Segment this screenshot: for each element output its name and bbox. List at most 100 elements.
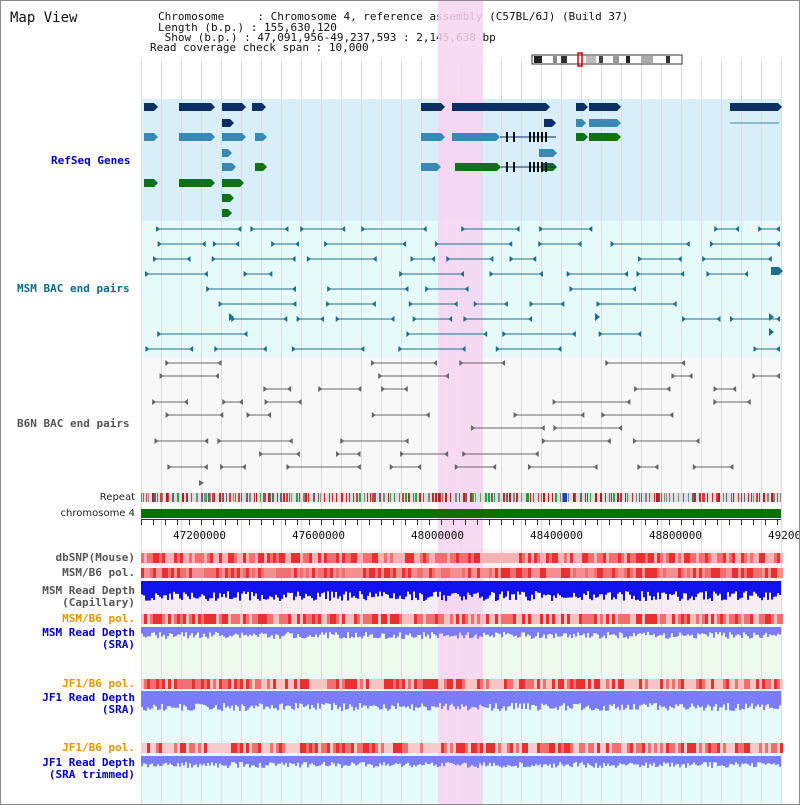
msm-sra-depth-bar xyxy=(427,627,429,635)
msm-sra-depth-bar xyxy=(707,627,709,637)
repeat-element xyxy=(383,493,385,502)
jf1-b6-pol-heat-cell xyxy=(498,679,501,689)
repeat-element xyxy=(548,493,549,502)
dbsnp-heat-cell xyxy=(390,553,393,563)
jf1-b6-pol-heat-cell xyxy=(405,743,408,753)
jf1-trimmed-depth-bar xyxy=(473,756,475,767)
msm-bac-pair-end xyxy=(291,286,296,292)
msm-capillary-depth-bar xyxy=(597,581,599,598)
msm-sra-depth-bar xyxy=(177,627,179,635)
jf1-b6-pol-heat-cell xyxy=(762,679,765,689)
dbsnp-heat-cell xyxy=(624,553,627,563)
msm-b6-pol-heat-cell xyxy=(576,614,579,624)
msm-sra-depth-bar xyxy=(147,627,149,637)
jf1-sra-depth-bar xyxy=(217,691,219,710)
dbsnp-heat-cell xyxy=(693,553,696,563)
msm-b6-pol-heat-cell xyxy=(324,568,327,578)
msm-capillary-depth-bar xyxy=(399,581,401,596)
msm-b6-pol-heat-cell xyxy=(507,614,510,624)
jf1-b6-pol-heat-cell xyxy=(456,743,459,753)
track-label-jf1-read-depth-sra[interactable]: JF1 Read Depth (SRA) xyxy=(42,692,135,716)
jf1-trimmed-depth-bar xyxy=(629,756,631,763)
track-label-jf1-b6-pol-2[interactable]: JF1/B6 pol. xyxy=(62,741,135,754)
msm-sra-depth-bar xyxy=(649,627,651,636)
jf1-b6-pol-heat-cell xyxy=(390,743,393,753)
track-label-msm-b6-pol-1[interactable]: MSM/B6 pol. xyxy=(62,566,135,579)
repeat-element xyxy=(702,493,704,502)
msm-capillary-depth-bar xyxy=(519,581,521,595)
jf1-sra-depth-bar xyxy=(621,691,623,705)
track-label-jf1-read-depth-trimmed[interactable]: JF1 Read Depth (SRA trimmed) xyxy=(42,757,135,781)
jf1-sra-depth-bar xyxy=(601,691,603,711)
msm-capillary-depth-bar xyxy=(607,581,609,593)
repeat-element xyxy=(609,493,610,502)
jf1-trimmed-depth-bar xyxy=(205,756,207,767)
msm-bac-pair-end xyxy=(776,346,780,352)
jf1-trimmed-depth-bar xyxy=(399,756,401,764)
jf1-b6-pol-heat-cell xyxy=(486,679,489,689)
msm-capillary-depth-bar xyxy=(259,581,261,601)
dbsnp-heat-cell xyxy=(141,553,144,563)
track-label-msm-read-depth-sra[interactable]: MSM Read Depth (SRA) xyxy=(42,627,135,651)
msm-sra-depth-bar xyxy=(737,627,739,635)
msm-b6-pol-heat-cell xyxy=(300,614,303,624)
msm-capillary-depth-bar xyxy=(627,581,629,592)
msm-bac-pair-end xyxy=(539,226,544,232)
track-label-msm-b6-pol-2[interactable]: MSM/B6 pol. xyxy=(62,612,135,625)
msm-b6-pol-heat-cell xyxy=(720,568,723,578)
track-label-b6n-bac-end-pairs[interactable]: B6N BAC end pairs xyxy=(17,417,130,430)
msm-capillary-depth-bar xyxy=(717,581,719,596)
track-label-msm-read-depth-capillary[interactable]: MSM Read Depth (Capillary) xyxy=(42,585,135,609)
gene-exon-mark xyxy=(537,132,539,142)
msm-capillary-depth-bar xyxy=(673,581,675,595)
jf1-sra-depth-bar xyxy=(341,691,343,711)
track-label-refseq-genes[interactable]: RefSeq Genes xyxy=(51,154,131,167)
jf1-trimmed-depth-bar xyxy=(361,756,363,763)
jf1-b6-pol-heat-cell xyxy=(384,743,387,753)
msm-sra-depth-bar xyxy=(665,627,667,639)
jf1-trimmed-depth-bar xyxy=(579,756,581,764)
track-label-jf1-b6-pol-1[interactable]: JF1/B6 pol. xyxy=(62,677,135,690)
msm-bac-pair-end xyxy=(776,241,780,247)
msm-b6-pol-heat-cell xyxy=(423,568,426,578)
msm-capillary-depth-bar xyxy=(513,581,515,595)
jf1-b6-pol-heat-cell xyxy=(552,743,555,753)
msm-b6-pol-heat-cell xyxy=(678,568,681,578)
msm-sra-depth-bar xyxy=(381,627,383,634)
jf1-b6-pol-heat-cell xyxy=(207,679,210,689)
b6n-bac-end xyxy=(199,480,204,486)
dbsnp-heat-cell xyxy=(705,553,708,563)
jf1-b6-pol-heat-cell xyxy=(621,743,624,753)
msm-sra-depth-bar xyxy=(423,627,425,633)
repeat-element xyxy=(254,493,255,502)
jf1-b6-pol-heat-cell xyxy=(180,679,183,689)
jf1-sra-depth-bar xyxy=(523,691,525,704)
jf1-sra-depth-bar xyxy=(535,691,537,707)
jf1-b6-pol-heat-cell xyxy=(756,743,759,753)
jf1-b6-pol-heat-cell xyxy=(732,679,735,689)
dbsnp-heat-cell xyxy=(582,553,585,563)
msm-b6-pol-heat-cell xyxy=(174,614,177,624)
dbsnp-heat-cell xyxy=(525,553,528,563)
b6n-bac-pair-end xyxy=(267,412,272,418)
repeat-element xyxy=(256,493,257,502)
refseq-gene xyxy=(179,179,215,187)
msm-bac-pair-end xyxy=(430,256,435,262)
repeat-element xyxy=(552,493,553,502)
jf1-trimmed-depth-bar xyxy=(267,756,269,766)
jf1-trimmed-depth-bar xyxy=(313,756,315,765)
msm-sra-depth-bar xyxy=(491,627,493,636)
refseq-gene xyxy=(452,133,500,141)
track-label-dbsnp[interactable]: dbSNP(Mouse) xyxy=(55,551,135,564)
msm-b6-pol-heat-cell xyxy=(762,568,765,578)
jf1-b6-pol-heat-cell xyxy=(303,679,306,689)
jf1-trimmed-depth-bar xyxy=(147,756,149,768)
msm-sra-depth-bar xyxy=(503,627,505,633)
msm-b6-pol-heat-cell xyxy=(432,568,435,578)
jf1-trimmed-depth-bar xyxy=(485,756,487,767)
track-label-msm-bac-end-pairs[interactable]: MSM BAC end pairs xyxy=(17,282,130,295)
msm-capillary-depth-bar xyxy=(611,581,613,600)
msm-bac-pair-end xyxy=(716,316,721,322)
msm-b6-pol-heat-cell xyxy=(519,568,522,578)
